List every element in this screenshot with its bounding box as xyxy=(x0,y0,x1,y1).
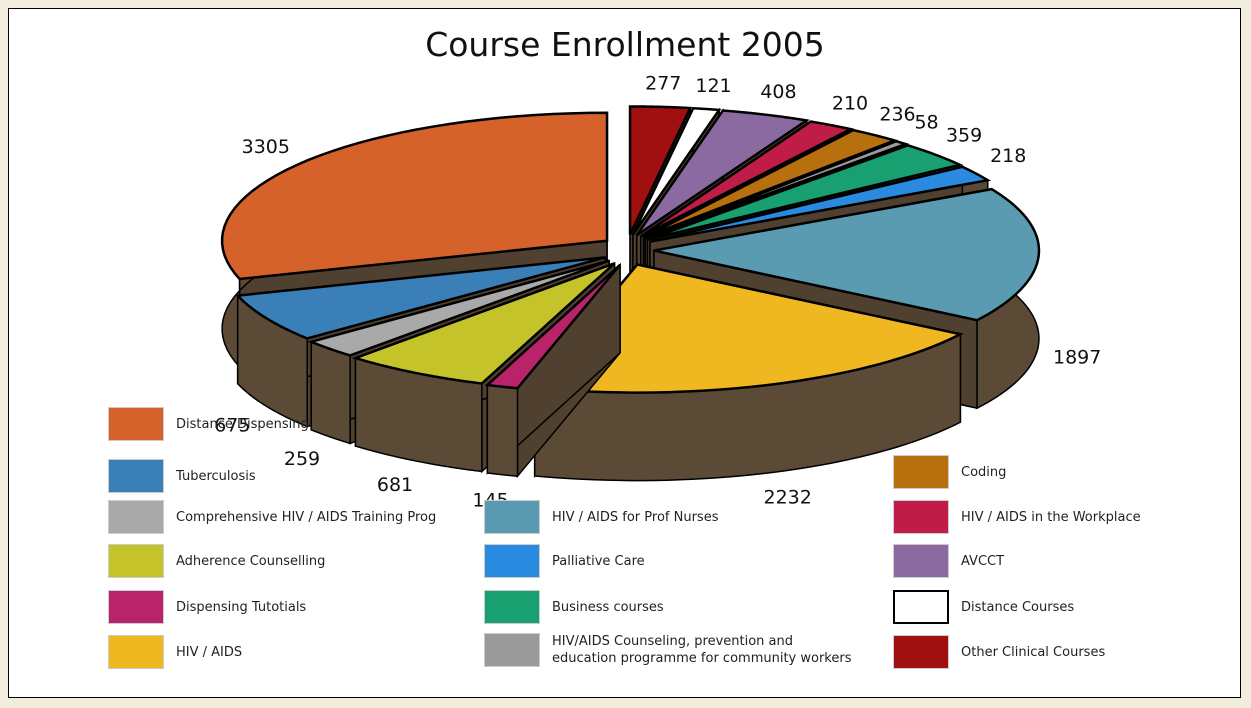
pie-slice xyxy=(532,262,965,482)
legend-item: Dispensing Tutotials xyxy=(108,590,306,624)
data-label: 277 xyxy=(645,73,681,95)
legend-label: Distance Courses xyxy=(961,599,1075,615)
legend-label: Distance Dispensing xyxy=(176,416,309,432)
data-label: 675 xyxy=(214,415,250,437)
legend-item: Tuberculosis xyxy=(108,459,256,493)
slice-top xyxy=(647,144,964,241)
slice-top xyxy=(628,105,693,235)
legend-label: HIV / AIDS for Prof Nurses xyxy=(552,509,719,525)
data-label: 121 xyxy=(695,75,731,97)
slice-side xyxy=(486,384,519,478)
legend-label: AVCCT xyxy=(961,553,1005,569)
legend-label: Other Clinical Courses xyxy=(961,644,1106,660)
legend-label: Business courses xyxy=(552,599,664,615)
data-label: 58 xyxy=(914,112,938,134)
legend-swatch xyxy=(108,635,164,669)
slice-top xyxy=(532,263,965,394)
chart-title: Course Enrollment 2005 xyxy=(425,25,825,64)
slice-top xyxy=(640,120,855,238)
legend-swatch xyxy=(893,455,949,489)
legend-item: Comprehensive HIV / AIDS Training Prog xyxy=(108,500,436,534)
legend-item: Coding xyxy=(893,455,1006,489)
slice-top xyxy=(643,128,899,239)
legend-swatch xyxy=(108,459,164,493)
data-label: 236 xyxy=(879,103,915,125)
legend-item: Business courses xyxy=(484,590,664,624)
legend-label: HIV / AIDS in the Workplace xyxy=(961,509,1141,525)
legend-item: Adherence Counselling xyxy=(108,544,325,578)
legend-label: Dispensing Tutotials xyxy=(176,599,307,615)
legend-item: HIV / AIDS xyxy=(108,635,242,669)
legend-label: HIV/AIDS Counseling, prevention and educ… xyxy=(552,634,852,666)
data-label: 218 xyxy=(990,145,1026,167)
legend-label: Coding xyxy=(961,464,1007,480)
data-label: 681 xyxy=(377,474,413,496)
legend-item: Palliative Care xyxy=(484,544,645,578)
legend-item: HIV / AIDS for Prof Nurses xyxy=(484,500,718,534)
data-label: 210 xyxy=(832,93,868,115)
legend-label: HIV / AIDS xyxy=(176,644,243,660)
legend-swatch xyxy=(484,500,540,534)
data-label: 259 xyxy=(284,448,320,470)
legend-swatch xyxy=(484,544,540,578)
slice-top xyxy=(307,259,610,357)
legend-swatch xyxy=(893,590,949,624)
legend-item: HIV / AIDS in the Workplace xyxy=(893,500,1141,534)
slice-top xyxy=(484,263,622,390)
legend-swatch xyxy=(484,590,540,624)
slice-top xyxy=(220,111,609,281)
slice-side xyxy=(310,340,351,445)
slice-top xyxy=(649,165,992,243)
legend-item: AVCCT xyxy=(893,544,1004,578)
data-label: 359 xyxy=(946,125,982,147)
legend-item: Distance Courses xyxy=(893,590,1074,624)
legend-swatch xyxy=(108,590,164,624)
legend-item: Distance Dispensing xyxy=(108,407,309,441)
legend-label: Palliative Care xyxy=(552,553,645,569)
legend-swatch xyxy=(893,635,949,669)
slice-top xyxy=(653,187,1041,322)
slice-top xyxy=(235,256,606,340)
slice-top xyxy=(631,106,722,236)
legend-swatch xyxy=(108,407,164,441)
legend-swatch xyxy=(108,500,164,534)
data-label: 3305 xyxy=(242,136,290,158)
slice-top xyxy=(351,262,616,385)
data-label: 408 xyxy=(760,81,796,103)
legend-label: Tuberculosis xyxy=(176,468,256,484)
legend-label: Adherence Counselling xyxy=(176,553,326,569)
legend-swatch xyxy=(893,500,949,534)
slice-top xyxy=(644,139,910,240)
legend-swatch xyxy=(108,544,164,578)
legend-item: HIV/AIDS Counseling, prevention and educ… xyxy=(484,633,851,667)
slice-top xyxy=(635,109,810,237)
legend-item: Other Clinical Courses xyxy=(893,635,1105,669)
legend-swatch xyxy=(484,633,540,667)
pie-slice xyxy=(484,262,622,479)
data-label: 1897 xyxy=(1053,346,1101,368)
legend-label: Comprehensive HIV / AIDS Training Prog xyxy=(176,509,437,525)
data-label: 2232 xyxy=(764,487,812,509)
legend-swatch xyxy=(893,544,949,578)
